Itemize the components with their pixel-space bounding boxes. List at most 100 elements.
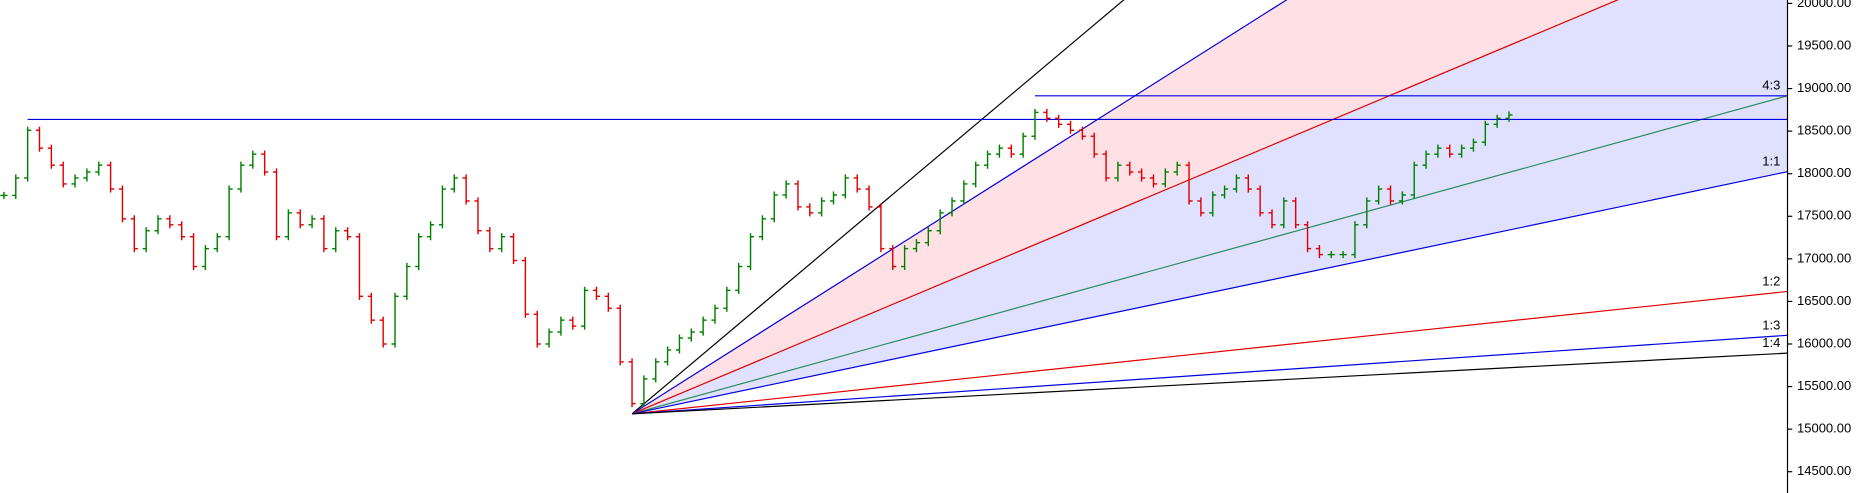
- y-tick-label: 19500.00: [1797, 37, 1851, 52]
- price-bar: [758, 215, 766, 241]
- price-bar: [272, 168, 281, 241]
- price-bar: [557, 316, 565, 336]
- price-bar: [1090, 132, 1098, 158]
- fan-line: [631, 0, 1619, 415]
- price-bar: [592, 286, 601, 300]
- price-bar: [83, 168, 91, 182]
- price-bars: [0, 108, 1513, 408]
- price-bar: [213, 233, 221, 253]
- price-bar: [367, 292, 375, 324]
- price-bar: [1173, 161, 1181, 176]
- price-bar: [1031, 108, 1039, 140]
- price-bar: [1410, 161, 1418, 199]
- price-bar: [403, 262, 411, 300]
- price-bar: [1066, 120, 1075, 134]
- y-tick-label: 14500.00: [1797, 463, 1851, 478]
- price-bar: [664, 346, 672, 366]
- fan-line: [631, 95, 1788, 415]
- price-bar: [284, 209, 292, 241]
- price-bar: [984, 150, 992, 169]
- fan-label: 4:3: [1762, 78, 1780, 93]
- fan-label: 1:3: [1762, 317, 1780, 332]
- price-bar: [1458, 144, 1466, 158]
- fan-fill: [632, 0, 1788, 414]
- price-bar: [450, 174, 458, 193]
- y-tick-label: 15000.00: [1797, 421, 1851, 436]
- price-bar: [1197, 197, 1205, 217]
- price-bar: [498, 233, 506, 253]
- fan-line: [631, 0, 1288, 415]
- price-bar: [261, 150, 269, 176]
- price-bar: [901, 245, 909, 271]
- price-bar: [616, 304, 624, 366]
- price-bar: [841, 174, 849, 199]
- price-bar: [948, 197, 956, 217]
- price-bar: [889, 245, 897, 271]
- price-bar: [118, 185, 127, 223]
- price-bar: [1493, 114, 1501, 128]
- y-tick-label: 18000.00: [1797, 165, 1851, 180]
- fan-lines: [27, 0, 1788, 415]
- price-bar: [12, 174, 20, 199]
- price-bar: [829, 191, 838, 205]
- price-bar: [47, 144, 55, 169]
- price-bar: [782, 180, 790, 199]
- fan-line: [631, 0, 1125, 415]
- y-tick-label: 16500.00: [1797, 293, 1851, 308]
- price-bar: [462, 174, 470, 205]
- price-bar: [1185, 161, 1193, 205]
- price-bar: [1422, 150, 1430, 169]
- price-bar: [735, 262, 743, 294]
- fan-line: [631, 171, 1788, 415]
- y-axis: 14500.00 15000.00 15500.00 16000.00 16500.00…: [1786, 0, 1851, 493]
- price-bar: [95, 161, 103, 176]
- price-bar: [640, 375, 648, 408]
- price-bar: [71, 174, 79, 188]
- price-bar: [474, 197, 482, 235]
- y-tick-label: 17000.00: [1797, 250, 1851, 265]
- price-bar: [201, 245, 209, 271]
- price-bar: [320, 215, 328, 253]
- price-bar: [1138, 168, 1146, 182]
- price-bar: [1244, 174, 1252, 193]
- price-bar: [936, 209, 944, 235]
- price-bar: [1469, 138, 1478, 152]
- price-bar: [1055, 114, 1063, 128]
- price-bar: [675, 334, 683, 354]
- price-bar: [0, 191, 8, 199]
- price-bar: [249, 150, 257, 169]
- fan-line: [632, 334, 1788, 415]
- price-bar: [438, 185, 446, 229]
- price-bar: [818, 197, 826, 217]
- price-bar: [166, 215, 174, 229]
- price-bar: [628, 358, 636, 408]
- price-bar: [711, 304, 719, 324]
- price-bar: [178, 221, 186, 241]
- fan-label: 1:2: [1762, 273, 1780, 288]
- price-bar: [1232, 174, 1240, 193]
- price-bar: [794, 180, 802, 211]
- price-bar: [1268, 209, 1276, 229]
- price-bar: [59, 161, 67, 188]
- price-bar: [699, 316, 707, 336]
- price-bar: [1303, 221, 1312, 253]
- price-bar: [581, 286, 589, 330]
- price-bar: [604, 292, 612, 312]
- price-bar: [652, 358, 660, 383]
- price-bar: [1161, 168, 1169, 188]
- y-tick-label: 18500.00: [1797, 123, 1851, 138]
- price-bar: [142, 227, 150, 253]
- price-bar: [1292, 197, 1300, 229]
- y-tick-label: 20000.00: [1797, 0, 1851, 10]
- price-bar: [1209, 191, 1217, 217]
- price-bar: [391, 292, 399, 348]
- price-bar: [1398, 191, 1406, 205]
- price-bar: [344, 227, 352, 241]
- price-bar: [806, 203, 814, 217]
- price-bar: [379, 316, 387, 348]
- price-bar: [1078, 126, 1086, 140]
- price-bar: [912, 239, 921, 253]
- price-bar: [509, 233, 518, 265]
- price-bar: [427, 221, 435, 241]
- price-bar: [1221, 185, 1229, 199]
